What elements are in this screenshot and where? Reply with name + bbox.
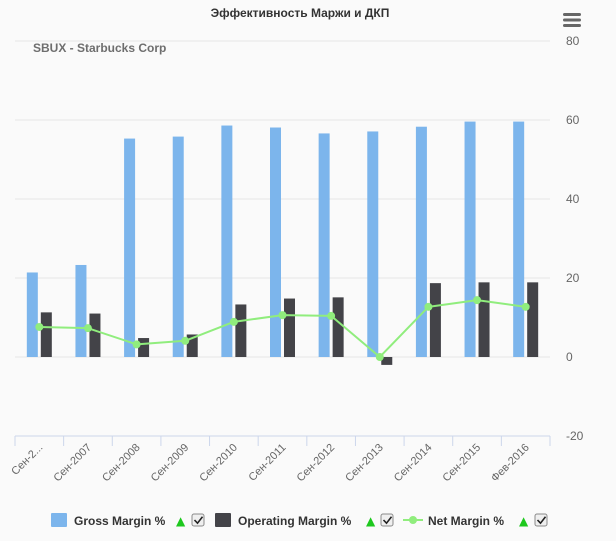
legend-checkbox-net-margin[interactable] <box>534 513 548 527</box>
operating-margin-bar[interactable] <box>527 282 539 357</box>
x-axis <box>14 435 551 446</box>
x-tick-label: Сен-2... <box>9 442 45 478</box>
net-margin-point[interactable] <box>229 317 238 326</box>
net-margin-point[interactable] <box>473 296 482 305</box>
legend-trend-up-icon: ▲ <box>519 514 529 528</box>
operating-margin-bar[interactable] <box>235 304 247 357</box>
x-tick-label: Сен-2007 <box>51 442 94 485</box>
x-tick-label: Сен-2008 <box>100 442 143 485</box>
line-series <box>35 296 530 361</box>
operating-margin-bar[interactable] <box>40 312 52 357</box>
y-tick-label: 80 <box>566 34 580 48</box>
checkbox-checked-icon <box>382 516 393 525</box>
operating-margin-bar[interactable] <box>138 338 150 357</box>
net-margin-point[interactable] <box>278 311 287 320</box>
operating-margin-bar[interactable] <box>381 357 393 365</box>
net-margin-point[interactable] <box>35 322 44 331</box>
legend-checkbox-gross-margin[interactable] <box>191 513 205 527</box>
gross-margin-bar[interactable] <box>415 126 427 357</box>
operating-margin-bar[interactable] <box>89 313 101 357</box>
checkbox-checked-icon <box>536 516 547 525</box>
legend-symbol-net-margin-marker <box>409 516 417 524</box>
operating-margin-bar[interactable] <box>429 283 441 357</box>
net-margin-point[interactable] <box>375 353 384 361</box>
x-tick-label: Сен-2012 <box>295 442 338 485</box>
legend-item-net-margin[interactable]: Net Margin % <box>403 514 504 528</box>
y-tick-label: -20 <box>566 429 584 443</box>
chart-subtitle: SBUX - Starbucks Corp <box>33 41 166 55</box>
operating-margin-bar[interactable] <box>186 334 198 357</box>
gross-margin-bar[interactable] <box>367 131 379 357</box>
gross-margin-bar[interactable] <box>172 136 184 357</box>
gross-margin-bar[interactable] <box>221 125 233 357</box>
y-tick-label: 0 <box>566 350 573 364</box>
y-tick-label: 40 <box>566 192 580 206</box>
gross-margin-bar[interactable] <box>26 272 38 357</box>
net-margin-point[interactable] <box>83 324 92 333</box>
chart-title: Эффективность Маржи и ДКП <box>211 6 390 20</box>
bar-series <box>26 121 539 365</box>
x-axis-labels: Сен-2... Сен-2007 Сен-2008 Сен-2009 Сен-2010… <box>9 442 531 485</box>
legend-trend-up-icon: ▲ <box>366 514 376 528</box>
x-tick-label: Сен-2015 <box>441 442 484 485</box>
legend-label-operating-margin: Operating Margin % <box>238 514 352 528</box>
gross-margin-bar[interactable] <box>270 127 281 357</box>
x-tick-label: Сен-2011 <box>247 442 289 484</box>
net-margin-point[interactable] <box>327 311 336 320</box>
gross-margin-bar[interactable] <box>318 133 330 357</box>
gross-margin-bar[interactable] <box>464 121 476 357</box>
operating-margin-bar[interactable] <box>284 298 295 357</box>
grid-lines <box>15 40 550 358</box>
operating-margin-bar[interactable] <box>478 282 490 357</box>
y-tick-label: 20 <box>566 271 580 285</box>
x-tick-label: Сен-2013 <box>343 442 386 485</box>
net-margin-line <box>39 299 526 358</box>
operating-margin-bar[interactable] <box>332 297 344 357</box>
legend-item-gross-margin[interactable]: Gross Margin % <box>51 513 166 528</box>
net-margin-point[interactable] <box>181 336 190 345</box>
legend-label-gross-margin: Gross Margin % <box>74 514 166 528</box>
legend-item-operating-margin[interactable]: Operating Margin % <box>215 513 352 528</box>
x-tick-label: Сен-2014 <box>392 442 435 485</box>
legend: Gross Margin % ▲ Operating Margin % ▲ Ne… <box>51 513 548 528</box>
y-axis-labels: -20 0 20 40 60 80 <box>566 34 584 443</box>
legend-symbol-gross-margin <box>51 513 67 527</box>
x-tick-label: Сен-2009 <box>149 442 192 485</box>
gross-margin-bar[interactable] <box>124 138 136 357</box>
checkbox-checked-icon <box>193 516 204 525</box>
legend-symbol-operating-margin <box>215 513 231 527</box>
y-tick-label: 60 <box>566 113 580 127</box>
legend-trend-up-icon: ▲ <box>176 514 186 528</box>
net-margin-point[interactable] <box>132 340 141 349</box>
hamburger-menu-icon[interactable] <box>563 13 581 27</box>
gross-margin-bar[interactable] <box>75 264 87 357</box>
legend-label-net-margin: Net Margin % <box>428 514 504 528</box>
legend-checkbox-operating-margin[interactable] <box>380 513 394 527</box>
x-tick-label: Фев-2016 <box>489 442 532 485</box>
x-tick-label: Сен-2010 <box>197 442 240 485</box>
net-margin-point[interactable] <box>424 302 433 311</box>
gross-margin-bar[interactable] <box>513 121 525 357</box>
net-margin-point[interactable] <box>521 302 530 311</box>
